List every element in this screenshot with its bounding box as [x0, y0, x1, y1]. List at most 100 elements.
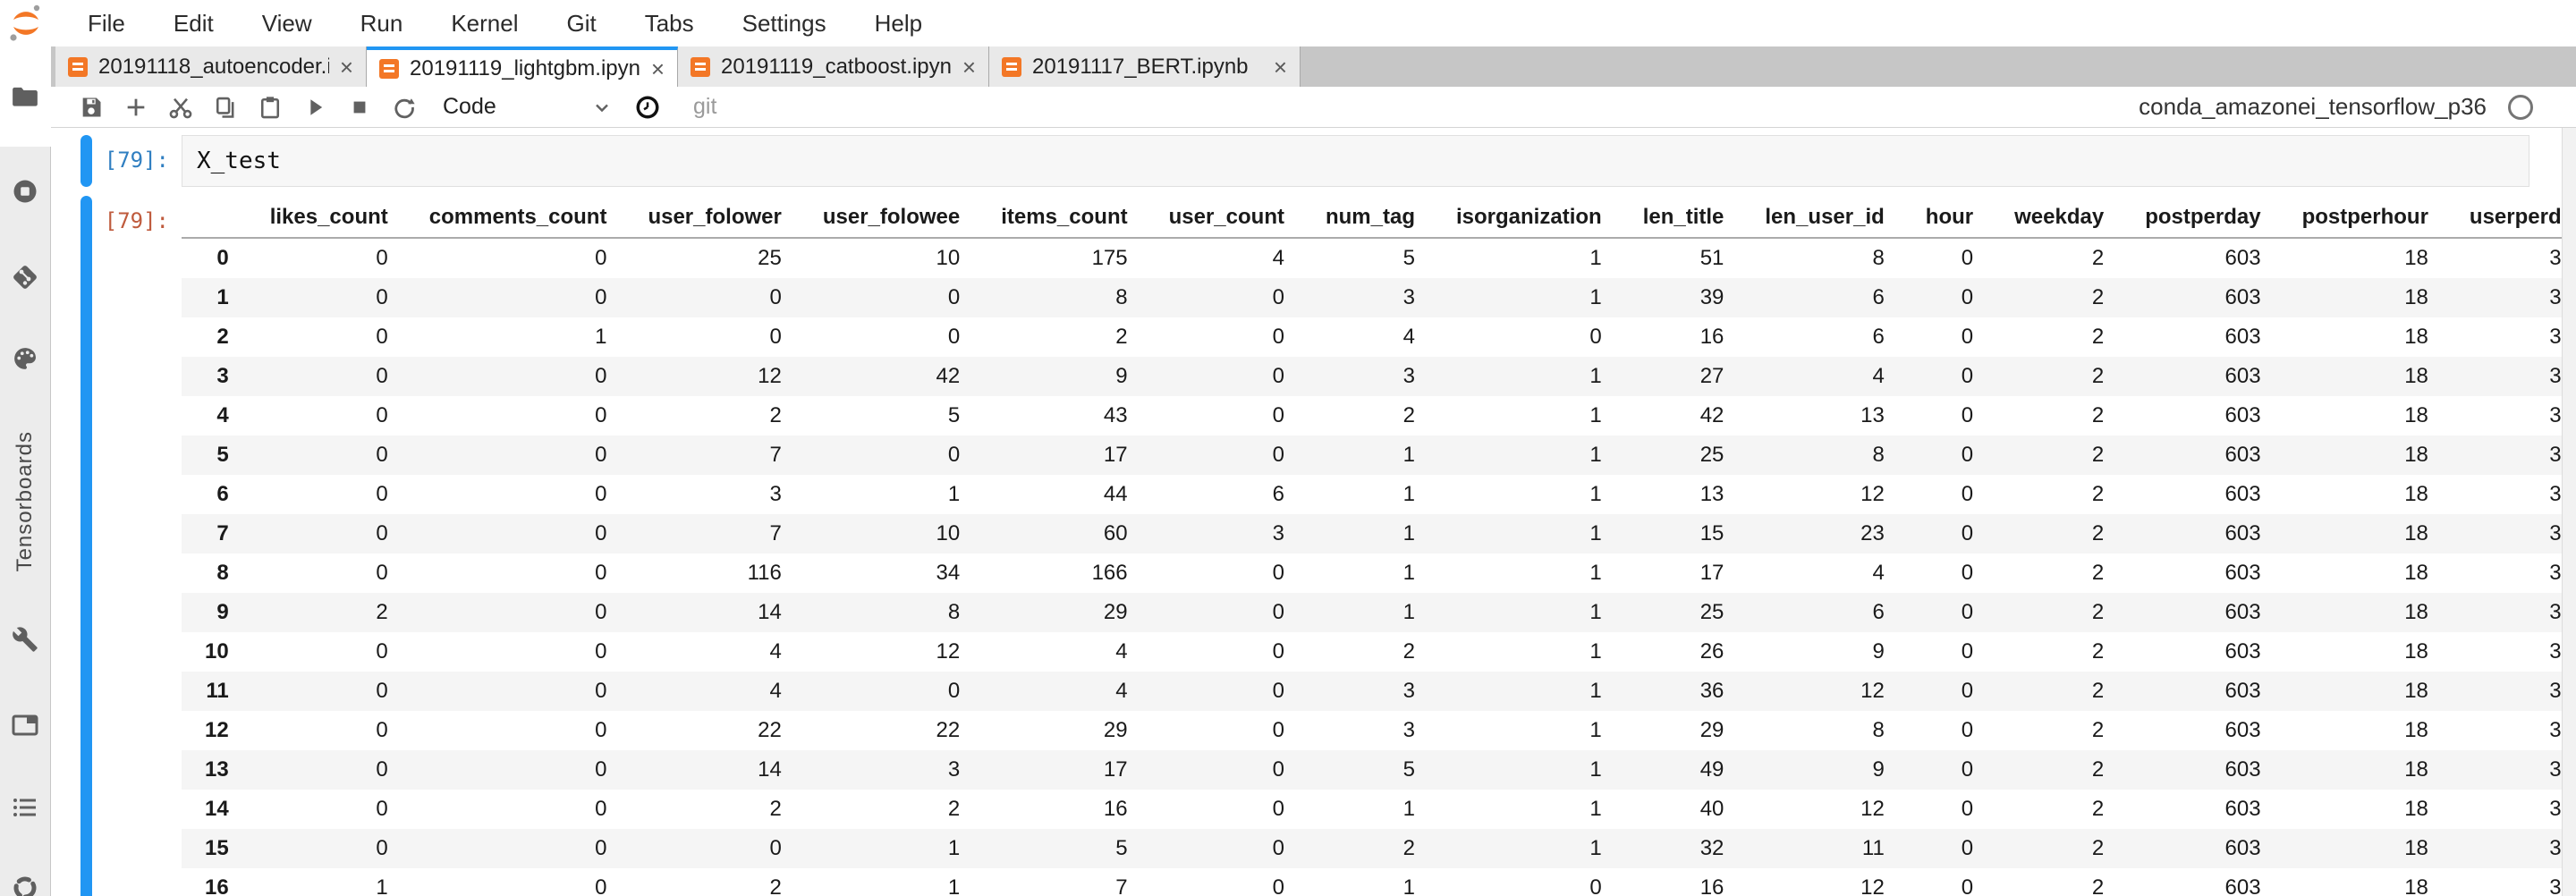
- menu-help[interactable]: Help: [874, 9, 923, 37]
- table-cell: 18: [2404, 482, 2428, 506]
- menu-kernel[interactable]: Kernel: [451, 9, 519, 37]
- table-cell: 603: [2224, 482, 2261, 506]
- cut-cells-button[interactable]: [158, 89, 203, 125]
- table-cell: 321: [2428, 868, 2576, 896]
- menu-tabs[interactable]: Tabs: [644, 9, 694, 37]
- paste-cells-button[interactable]: [248, 89, 292, 125]
- table-cell: 43: [1103, 403, 1128, 427]
- interrupt-kernel-button[interactable]: [337, 89, 382, 125]
- sidebar-item-table-of-contents[interactable]: [0, 768, 51, 847]
- table-cell: 0: [595, 285, 607, 309]
- table-cell: 0: [1272, 600, 1284, 624]
- table-cell: 0: [1961, 679, 1974, 703]
- stop-icon: [353, 101, 366, 113]
- table-cell: 18: [2404, 246, 2428, 270]
- column-header: likes_count: [269, 205, 388, 229]
- sidebar-item-running-sessions[interactable]: [0, 147, 51, 236]
- menu-run[interactable]: Run: [360, 9, 403, 37]
- table-cell: 0: [1961, 482, 1974, 506]
- column-header: isorganization: [1456, 205, 1602, 229]
- jupyter-logo-icon: [0, 3, 51, 44]
- table-cell: 603: [2224, 325, 2261, 349]
- copy-cells-button[interactable]: [203, 89, 248, 125]
- close-icon[interactable]: ×: [962, 53, 976, 80]
- table-cell: 603: [2224, 561, 2261, 585]
- table-cell: 1: [1402, 443, 1415, 467]
- table-cell: 0: [1961, 797, 1974, 821]
- table-row: 100008031396026031832118178.051: [182, 278, 2576, 317]
- table-cell: 1: [1589, 521, 1602, 545]
- table-cell: 1: [947, 482, 961, 506]
- cell-collapser[interactable]: [80, 135, 92, 187]
- code-cell: [79]: X_test: [51, 135, 2576, 187]
- table-cell: 9: [1872, 757, 1885, 782]
- table-cell: 8: [1872, 246, 1885, 270]
- menu-git[interactable]: Git: [566, 9, 597, 37]
- table-cell: 10: [936, 246, 961, 270]
- sidebar-item-tensorboards[interactable]: Tensorboards: [13, 431, 37, 572]
- sidebar-item-commands[interactable]: [0, 318, 51, 399]
- menu-view[interactable]: View: [261, 9, 312, 37]
- menu-edit[interactable]: Edit: [173, 9, 214, 37]
- table-cell: 1: [1402, 600, 1415, 624]
- table-cell: 321: [2428, 632, 2576, 672]
- table-cell: 1: [1589, 718, 1602, 742]
- table-cell: 25: [1699, 443, 1724, 467]
- table-cell: 2: [2091, 325, 2105, 349]
- menu-file[interactable]: File: [88, 9, 125, 37]
- input-prompt: [79]:: [104, 148, 169, 173]
- run-cell-button[interactable]: [292, 89, 337, 125]
- sidebar-item-open-tabs[interactable]: [0, 682, 51, 768]
- table-cell: 0: [376, 561, 388, 585]
- table-cell: 1: [1402, 521, 1415, 545]
- row-index: 11: [206, 679, 229, 703]
- table-cell: 0: [1272, 679, 1284, 703]
- add-cell-button[interactable]: [114, 89, 158, 125]
- row-index: 15: [205, 836, 229, 860]
- row-index: 5: [216, 443, 229, 467]
- table-cell: 3: [769, 482, 782, 506]
- table-cell: 42: [1699, 403, 1724, 427]
- execution-time-button[interactable]: [625, 89, 670, 125]
- vertical-scrollbar[interactable]: [2562, 128, 2576, 896]
- sidebar-item-git[interactable]: [0, 236, 51, 318]
- close-icon[interactable]: ×: [339, 53, 353, 80]
- table-cell: 321: [2428, 672, 2576, 711]
- save-button[interactable]: [69, 89, 114, 125]
- close-icon[interactable]: ×: [650, 55, 665, 82]
- table-cell: 60: [1103, 521, 1128, 545]
- tab-catboost[interactable]: 20191119_catboost.ipynb ×: [678, 46, 989, 87]
- table-row: 1500015021321102603183211830.00: [182, 829, 2576, 868]
- kernel-name[interactable]: conda_amazonei_tensorflow_p36: [2139, 93, 2487, 120]
- table-cell: 603: [2224, 403, 2261, 427]
- table-cell: 1: [1589, 561, 1602, 585]
- code-editor[interactable]: X_test: [182, 135, 2529, 187]
- table-cell: 2: [2091, 679, 2105, 703]
- table-cell: 2: [2091, 836, 2105, 860]
- table-row: 00025101754515180260318321180.00: [182, 238, 2576, 278]
- close-icon[interactable]: ×: [1273, 53, 1287, 80]
- table-cell: 25: [1699, 600, 1724, 624]
- clock-icon: [636, 96, 659, 118]
- row-index: 2: [216, 325, 229, 349]
- table-cell: 321: [2428, 554, 2576, 593]
- table-cell: 18: [2404, 521, 2428, 545]
- tab-lightgbm[interactable]: 20191119_lightgbm.ipynb ×: [367, 46, 678, 87]
- sidebar-item-dask[interactable]: [0, 847, 51, 896]
- tab-bert[interactable]: 20191117_BERT.ipynb ×: [989, 46, 1301, 87]
- sidebar-item-file-browser[interactable]: [0, 46, 51, 147]
- column-header: weekday: [2014, 205, 2105, 229]
- sidebar-item-property-inspector[interactable]: [0, 596, 51, 682]
- table-cell: 18: [2404, 836, 2428, 860]
- table-cell: 14: [758, 757, 782, 782]
- table-cell: 0: [1272, 364, 1284, 388]
- tab-autoencoder[interactable]: 20191118_autoencoder.ipyr ×: [55, 46, 367, 87]
- table-cell: 603: [2224, 757, 2261, 782]
- cell-type-dropdown[interactable]: Code: [443, 94, 613, 120]
- table-cell: 42: [936, 364, 961, 388]
- menu-settings[interactable]: Settings: [741, 9, 826, 37]
- restart-kernel-button[interactable]: [382, 89, 427, 125]
- output-collapser[interactable]: [80, 196, 92, 896]
- table-cell: 18: [2404, 757, 2428, 782]
- table-row: 11004040313612026031832118865.00: [182, 672, 2576, 711]
